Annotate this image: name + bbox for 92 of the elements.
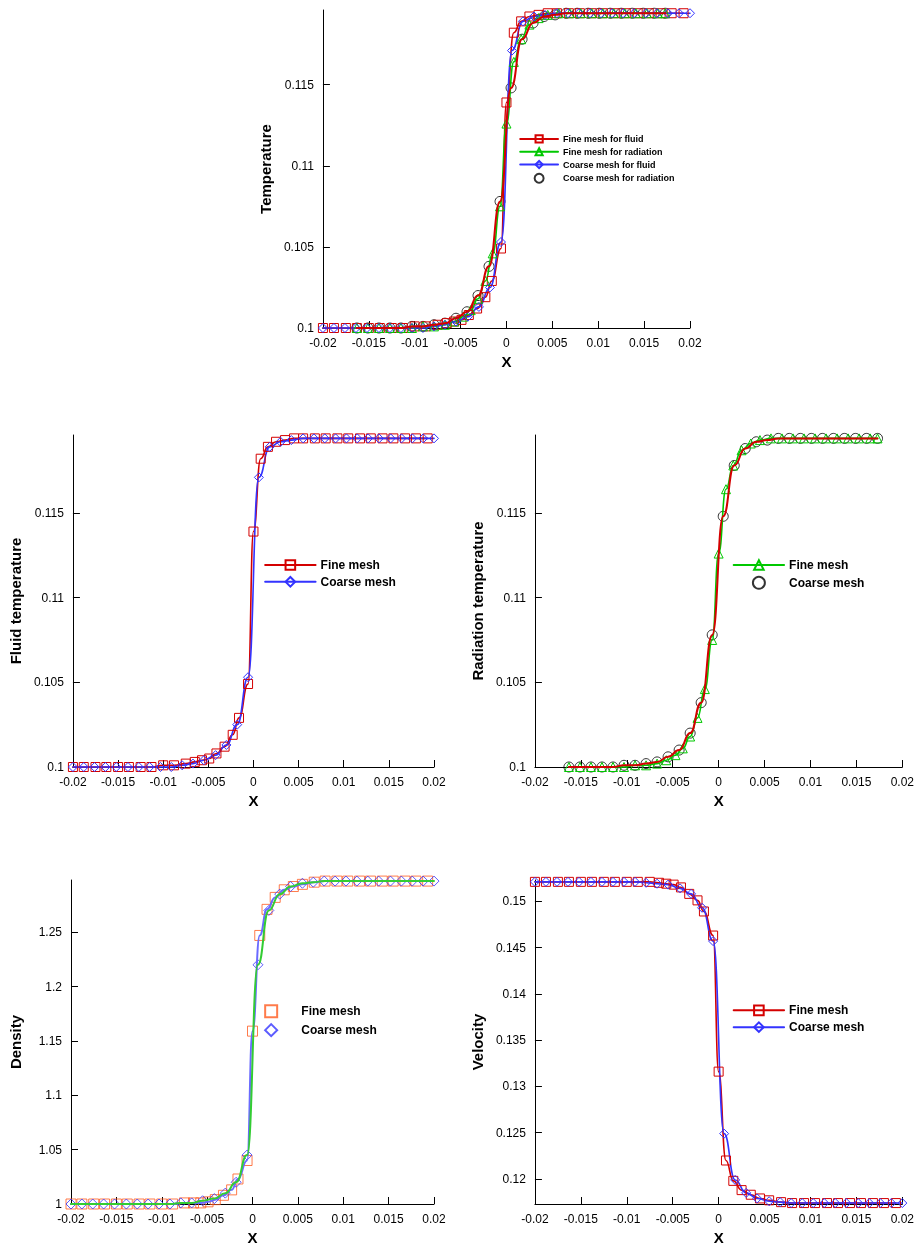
y-tick-label: 0.11 [503, 590, 527, 605]
y-tick-label: 0.11 [41, 590, 65, 605]
legend-label: Coarse mesh for radiation [563, 173, 675, 184]
x-tick-label: -0.005 [655, 775, 691, 789]
y-axis-title: Temperature [257, 124, 274, 214]
x-tick-label: 0.01 [798, 775, 823, 789]
x-tick-label: -0.02 [521, 1212, 549, 1226]
legend-label: Fine mesh for radiation [563, 146, 663, 157]
x-tick-label: 0.015 [841, 775, 872, 789]
legend-label: Fine mesh [789, 1003, 849, 1018]
x-tick-label: -0.015 [563, 775, 599, 789]
y-axis-title: Radiation temperature [469, 521, 486, 681]
x-tick-label: -0.015 [563, 1212, 599, 1226]
x-tick-label: 0 [249, 1212, 257, 1226]
x-tick-label: -0.005 [655, 1212, 691, 1226]
x-tick-label: -0.015 [351, 336, 387, 350]
x-tick-label: 0 [503, 336, 511, 350]
x-tick-label: -0.005 [190, 1212, 225, 1226]
legend-label: Fine mesh [789, 558, 849, 572]
x-axis-title: X [713, 792, 724, 809]
x-axis-title: X [713, 1229, 724, 1246]
x-tick-label: 0.005 [537, 336, 568, 350]
y-tick-label: 0.1 [509, 760, 527, 774]
y-axis-title: Fluid temperature [7, 537, 24, 665]
x-tick-label: -0.01 [401, 336, 429, 350]
legend-label: Fine mesh [320, 558, 380, 572]
x-tick-label: 0.005 [283, 775, 314, 789]
x-tick-label: 0.01 [798, 1212, 823, 1226]
legend-label: Fine mesh [301, 1004, 361, 1019]
legend-label: Coarse mesh [320, 574, 396, 589]
y-tick-label: 0.145 [495, 940, 527, 955]
x-tick-label: -0.02 [57, 1212, 85, 1226]
x-tick-label: 0.01 [331, 1212, 356, 1226]
x-tick-label: -0.01 [613, 775, 641, 789]
x-axis-title: X [248, 792, 259, 809]
x-tick-label: -0.015 [101, 775, 136, 789]
x-tick-label: -0.02 [521, 775, 549, 789]
y-tick-label: 0.11 [291, 158, 315, 173]
y-tick-label: 0.105 [495, 675, 527, 690]
x-tick-label: 0.005 [282, 1212, 314, 1226]
y-tick-label: 0.105 [283, 239, 315, 254]
y-tick-label: 0.13 [502, 1079, 527, 1094]
y-tick-label: 0.15 [502, 894, 527, 909]
y-tick-label: 0.115 [34, 505, 65, 520]
x-tick-label: 0.02 [422, 1212, 446, 1226]
y-tick-label: 1.15 [38, 1033, 63, 1048]
x-tick-label: 0.015 [373, 1212, 404, 1226]
x-axis-title: X [501, 353, 512, 370]
legend-label: Coarse mesh [301, 1023, 377, 1038]
x-tick-label: 0 [250, 775, 258, 789]
legend-label: Coarse mesh for fluid [563, 159, 656, 170]
y-tick-label: 0.115 [284, 77, 315, 92]
y-tick-label: 1.2 [45, 979, 63, 994]
legend-label: Coarse mesh [789, 575, 865, 590]
x-tick-label: 0.01 [586, 336, 611, 350]
x-tick-label: 0.02 [422, 775, 446, 789]
x-tick-label: 0.02 [890, 1212, 915, 1226]
x-tick-label: -0.01 [149, 775, 178, 789]
x-tick-label: 0 [715, 1212, 723, 1226]
y-tick-label: 0.1 [297, 321, 315, 335]
x-tick-label: 0.01 [332, 775, 356, 789]
x-tick-label: -0.02 [309, 336, 337, 350]
legend-label: Fine mesh for fluid [563, 133, 644, 144]
x-axis-title: X [247, 1229, 258, 1246]
y-tick-label: 0.135 [495, 1033, 527, 1048]
y-axis-title: Density [7, 1014, 24, 1070]
y-tick-label: 0.115 [496, 505, 527, 520]
x-tick-label: 0.02 [890, 775, 915, 789]
x-tick-label: -0.01 [148, 1212, 176, 1226]
y-tick-label: 1.05 [38, 1142, 63, 1157]
y-tick-label: 0.105 [33, 675, 65, 690]
y-tick-label: 0.1 [47, 760, 65, 774]
y-tick-label: 0.125 [495, 1125, 527, 1140]
x-tick-label: 0.02 [678, 336, 702, 350]
y-axis-title: Velocity [469, 1013, 486, 1071]
x-tick-label: 0.005 [749, 1212, 780, 1226]
y-tick-label: 0.12 [502, 1172, 527, 1187]
y-tick-label: 0.14 [502, 986, 527, 1001]
x-tick-label: 0.015 [841, 1212, 872, 1226]
y-tick-label: 1 [55, 1197, 63, 1211]
x-tick-label: -0.01 [613, 1212, 641, 1226]
x-tick-label: 0.015 [629, 336, 660, 350]
x-tick-label: -0.005 [443, 336, 478, 350]
y-tick-label: 1.1 [45, 1088, 63, 1103]
x-tick-label: -0.015 [99, 1212, 134, 1226]
legend-label: Coarse mesh [789, 1020, 865, 1035]
x-tick-label: 0.005 [749, 775, 780, 789]
x-tick-label: -0.02 [59, 775, 87, 789]
y-tick-label: 1.25 [38, 925, 63, 940]
x-tick-label: -0.005 [191, 775, 226, 789]
x-tick-label: 0 [715, 775, 723, 789]
x-tick-label: 0.015 [373, 775, 405, 789]
